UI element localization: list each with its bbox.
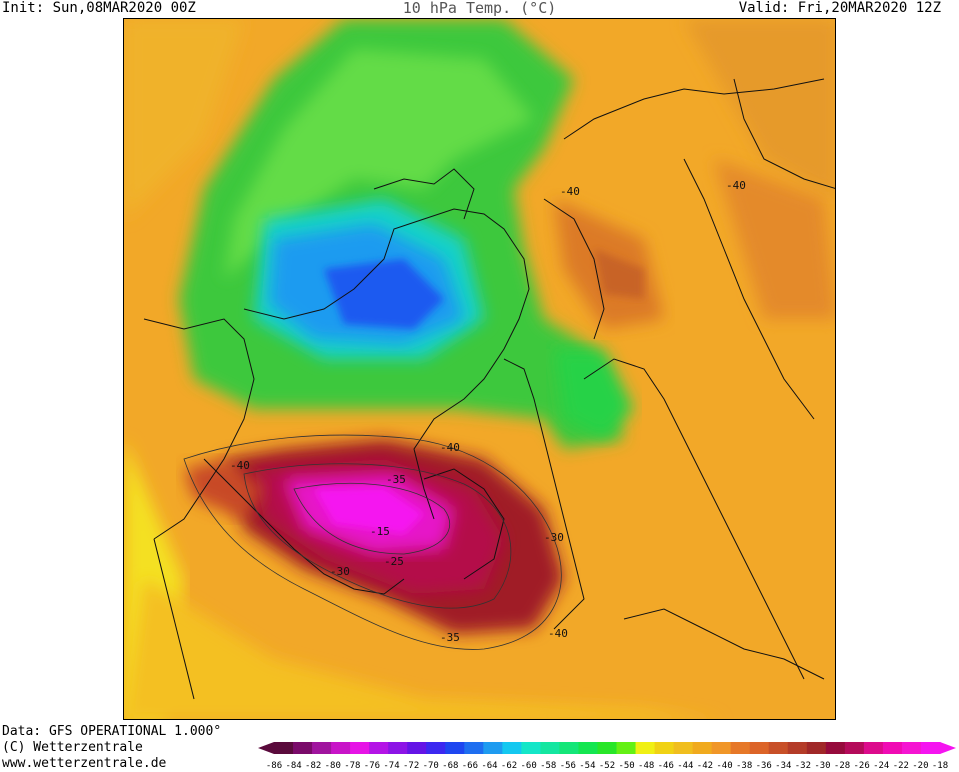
legend-tick-label: -50 [618, 761, 634, 770]
legend-swatch [654, 742, 675, 754]
website-label: www.wetterzentrale.de [2, 756, 167, 771]
legend-tick-label: -78 [344, 761, 360, 770]
legend-tick-label: -62 [501, 761, 517, 770]
contour-label: -30 [330, 565, 350, 578]
legend-tick-label: -20 [912, 761, 928, 770]
color-legend: -86 -84 -82 -80 -78 -76 -74 -72 -70 -68 -66 -64 -62-… [258, 742, 956, 770]
legend-tick-label: -68 [442, 761, 458, 770]
data-source-label: Data: GFS OPERATIONAL 1.000° [2, 724, 222, 739]
contour-labels: -40 -40 -40 -40 -35 -30 -25 -15 -30 -35 … [230, 179, 746, 644]
legend-tick-label: -42 [697, 761, 713, 770]
legend-swatch [920, 742, 941, 754]
legend-tick-label: -52 [599, 761, 615, 770]
map-title: 10 hPa Temp. (°C) [402, 0, 557, 17]
legend-swatch [863, 742, 884, 754]
legend-swatch [426, 742, 446, 754]
legend-swatch [711, 742, 732, 754]
contour-label: -35 [386, 473, 406, 486]
legend-tick-label: -70 [423, 761, 439, 770]
legend-arrow-right [940, 742, 956, 754]
contour-label: -40 [440, 441, 460, 454]
legend-tick-label: -24 [873, 761, 889, 770]
legend-tick-label: -18 [932, 761, 948, 770]
legend-swatch [312, 742, 332, 754]
legend-swatch [369, 742, 389, 754]
legend-swatch [464, 742, 484, 754]
legend-swatch [901, 742, 922, 754]
contour-label: -15 [370, 525, 390, 538]
legend-tick-label: -30 [814, 761, 830, 770]
legend-tick-label: -44 [677, 761, 693, 770]
legend-swatch [730, 742, 751, 754]
legend-swatch [673, 742, 694, 754]
legend-swatch [749, 742, 770, 754]
legend-swatch [540, 742, 560, 754]
legend-arrow-left [258, 742, 274, 754]
copyright-label: (C) Wetterzentrale [2, 740, 143, 755]
legend-tick-label: -86 [266, 761, 282, 770]
legend-swatch [350, 742, 370, 754]
legend-tick-label: -40 [716, 761, 732, 770]
legend-tick-label: -34 [775, 761, 791, 770]
legend-tick-label: -60 [521, 761, 537, 770]
contour-label: -25 [384, 555, 404, 568]
contour-label: -35 [440, 631, 460, 644]
legend-tick-label: -58 [540, 761, 556, 770]
legend-swatch [521, 742, 541, 754]
legend-swatch [825, 742, 846, 754]
contour-label: -40 [548, 627, 568, 640]
legend-tick-label: -80 [325, 761, 341, 770]
contour-label: -40 [230, 459, 250, 472]
legend-swatch [597, 742, 618, 754]
legend-swatch [768, 742, 789, 754]
legend-swatch [483, 742, 503, 754]
legend-tick-label: -56 [560, 761, 576, 770]
init-time-label: Init: Sun,08MAR2020 00Z [2, 0, 196, 16]
legend-tick-label: -36 [756, 761, 772, 770]
legend-tick-label: -64 [481, 761, 497, 770]
legend-swatch [787, 742, 808, 754]
contour-label: -30 [544, 531, 564, 544]
legend-swatch [692, 742, 713, 754]
legend-swatch [616, 742, 637, 754]
legend-tick-label: -48 [638, 761, 654, 770]
legend-swatch [635, 742, 656, 754]
legend-tick-label: -38 [736, 761, 752, 770]
legend-tick-label: -28 [834, 761, 850, 770]
legend-swatch [407, 742, 427, 754]
legend-tick-label: -76 [364, 761, 380, 770]
legend-swatch [331, 742, 351, 754]
legend-tick-label: -66 [462, 761, 478, 770]
legend-tick-label: -22 [893, 761, 909, 770]
legend-tick-label: -74 [383, 761, 399, 770]
contour-label: -40 [726, 179, 746, 192]
legend-swatch [844, 742, 865, 754]
legend-swatch [502, 742, 522, 754]
legend-tick-label: -54 [579, 761, 595, 770]
temperature-field [124, 19, 835, 719]
legend-swatch [882, 742, 903, 754]
legend-swatch [559, 742, 579, 754]
legend-tick-label: -82 [305, 761, 321, 770]
legend-tick-label: -84 [285, 761, 301, 770]
temperature-map: -40 -40 -40 -40 -35 -30 -25 -15 -30 -35 … [123, 18, 836, 720]
legend-swatch [293, 742, 313, 754]
legend-tick-label: -72 [403, 761, 419, 770]
legend-tick-label: -46 [658, 761, 674, 770]
legend-swatch [445, 742, 465, 754]
isotherms [183, 434, 562, 650]
valid-time-label: Valid: Fri,20MAR2020 12Z [738, 0, 941, 16]
legend-swatch [806, 742, 827, 754]
legend-swatch [274, 742, 294, 754]
legend-swatch [578, 742, 598, 754]
legend-tick-label: -32 [795, 761, 811, 770]
contour-label: -40 [560, 185, 580, 198]
legend-tick-label: -26 [854, 761, 870, 770]
legend-swatch [388, 742, 408, 754]
